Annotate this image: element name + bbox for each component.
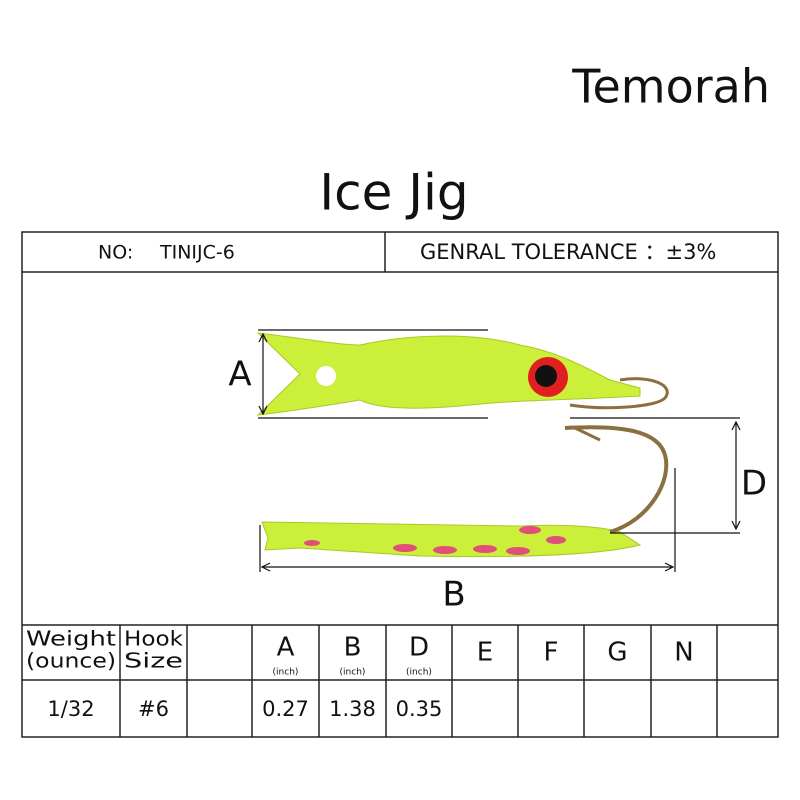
jig-top-view [256,332,669,416]
header-cell: E [477,638,493,668]
dimension-lines [258,329,741,572]
jig-side-view [261,425,669,558]
header-cell: D [409,633,429,663]
header-cell: Weight [26,627,116,651]
header-cell: B [344,633,362,663]
frame [21,231,779,738]
table-cell: 0.27 [262,697,309,721]
table-cell: #6 [138,697,169,721]
no-value: TINIJC-6 [159,242,235,264]
header-cell: N [674,638,693,668]
title: Ice Jig [319,164,468,222]
dim-label: B [442,575,465,615]
brand: Temorah [571,60,770,114]
header-cell: F [544,638,559,668]
dim-label: D [741,464,767,504]
table-cell: 0.35 [396,697,443,721]
header-cell: G [607,638,627,668]
header-cell: Size [124,649,183,673]
header-unit: (inch) [340,668,366,678]
header-cell: (ounce) [26,649,116,673]
header-cell: Hook [124,627,183,651]
table-cell: 1.38 [329,697,376,721]
header-cell: A [277,633,295,663]
tolerance: GENRAL TOLERANCE ：±3% [420,240,716,264]
header-unit: (inch) [273,668,299,678]
dim-label: A [228,355,251,395]
no-label: NO: [98,242,133,264]
table-cell: 1/32 [47,697,94,721]
header-unit: (inch) [406,668,432,678]
